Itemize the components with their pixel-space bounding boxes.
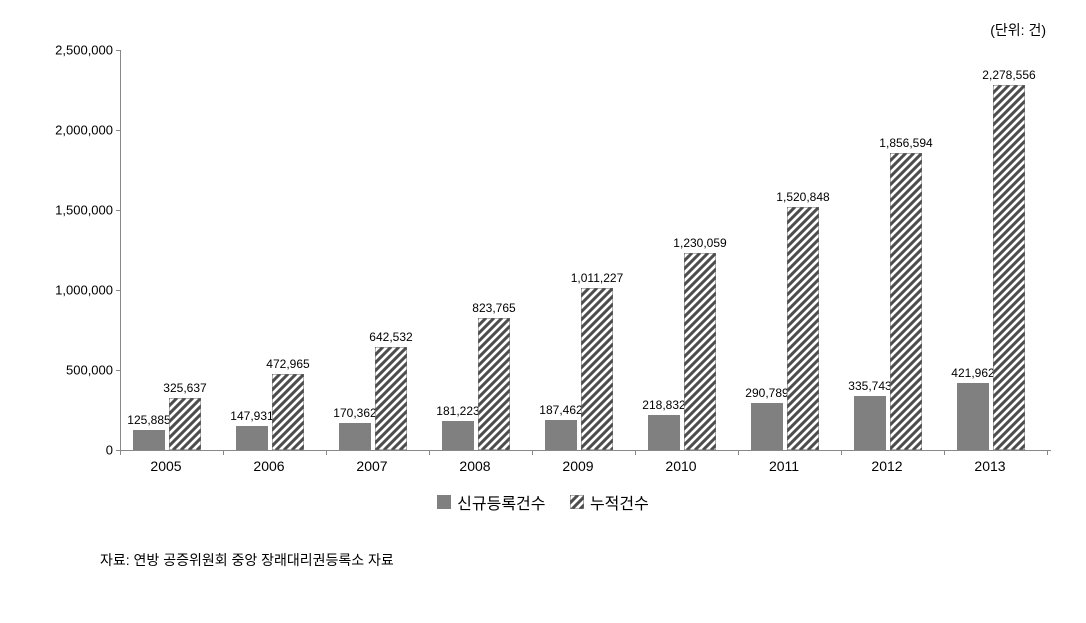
data-label-new: 335,743 — [848, 379, 891, 393]
x-tick-label: 2009 — [562, 458, 593, 474]
bar-new — [545, 420, 577, 450]
x-tickmark — [841, 450, 842, 455]
unit-label: (단위: 건) — [990, 20, 1046, 40]
y-tickmark — [116, 370, 121, 371]
y-tickmark — [116, 210, 121, 211]
x-tickmark — [326, 450, 327, 455]
x-tickmark — [429, 450, 430, 455]
bar-new — [339, 423, 371, 450]
x-tick-label: 2010 — [665, 458, 696, 474]
x-tickmark — [944, 450, 945, 455]
x-tick-label: 2005 — [150, 458, 181, 474]
y-tick-label: 1,500,000 — [31, 203, 113, 218]
data-label-cumulative: 642,532 — [369, 330, 412, 344]
data-label-new: 181,223 — [436, 404, 479, 418]
y-tickmark — [116, 130, 121, 131]
data-label-new: 170,362 — [333, 406, 376, 420]
bar-cumulative — [684, 253, 716, 450]
y-tickmark — [116, 290, 121, 291]
legend-item-new: 신규등록건수 — [437, 490, 545, 514]
x-tick-label: 2006 — [253, 458, 284, 474]
data-label-cumulative: 1,230,059 — [673, 236, 726, 250]
bar-new — [648, 415, 680, 450]
x-tick-label: 2013 — [974, 458, 1005, 474]
bar-cumulative — [993, 85, 1025, 450]
data-label-new: 187,462 — [539, 403, 582, 417]
data-label-cumulative: 1,011,227 — [571, 271, 624, 285]
legend-swatch-hatch — [570, 495, 584, 509]
y-tick-label: 1,000,000 — [31, 283, 113, 298]
legend-label: 신규등록건수 — [457, 490, 545, 514]
y-tick-label: 2,500,000 — [31, 43, 113, 58]
data-label-cumulative: 325,637 — [163, 381, 206, 395]
x-tickmark — [532, 450, 533, 455]
data-label-new: 147,931 — [230, 409, 273, 423]
bar-new — [751, 403, 783, 450]
x-tickmark — [223, 450, 224, 455]
bar-cumulative — [581, 288, 613, 450]
data-label-cumulative: 472,965 — [266, 357, 309, 371]
legend: 신규등록건수 누적건수 — [20, 490, 1066, 514]
bar-new — [957, 383, 989, 451]
x-tickmark — [1047, 450, 1048, 455]
data-label-new: 421,962 — [951, 366, 994, 380]
x-tickmark — [635, 450, 636, 455]
bar-new — [133, 430, 165, 450]
bar-new — [854, 396, 886, 450]
x-tick-label: 2008 — [459, 458, 490, 474]
data-label-cumulative: 1,520,848 — [776, 190, 829, 204]
chart-container: (단위: 건) 0500,0001,000,0001,500,0002,000,… — [20, 20, 1066, 603]
data-label-cumulative: 1,856,594 — [879, 136, 932, 150]
y-tick-label: 500,000 — [31, 363, 113, 378]
x-tick-label: 2007 — [356, 458, 387, 474]
data-label-new: 218,832 — [642, 398, 685, 412]
bar-cumulative — [375, 347, 407, 450]
data-label-new: 290,789 — [745, 386, 788, 400]
x-tick-label: 2012 — [871, 458, 902, 474]
x-tickmark — [120, 450, 121, 455]
bar-cumulative — [890, 153, 922, 450]
bar-new — [236, 426, 268, 450]
legend-label: 누적건수 — [590, 490, 649, 514]
source-text: 자료: 연방 공증위원회 중앙 장래대리권등록소 자료 — [100, 550, 394, 570]
bar-new — [442, 421, 474, 450]
x-tickmark — [738, 450, 739, 455]
data-label-new: 125,885 — [127, 413, 170, 427]
bar-cumulative — [478, 318, 510, 450]
bar-cumulative — [169, 398, 201, 450]
y-tick-label: 0 — [31, 443, 113, 458]
bar-cumulative — [272, 374, 304, 450]
bar-cumulative — [787, 207, 819, 450]
plot-area: 0500,0001,000,0001,500,0002,000,0002,500… — [120, 50, 1051, 451]
legend-swatch-solid — [437, 495, 451, 509]
y-tickmark — [116, 50, 121, 51]
x-tick-label: 2011 — [769, 458, 799, 474]
legend-item-cumulative: 누적건수 — [570, 490, 649, 514]
y-tick-label: 2,000,000 — [31, 123, 113, 138]
data-label-cumulative: 823,765 — [472, 301, 515, 315]
data-label-cumulative: 2,278,556 — [982, 68, 1035, 82]
